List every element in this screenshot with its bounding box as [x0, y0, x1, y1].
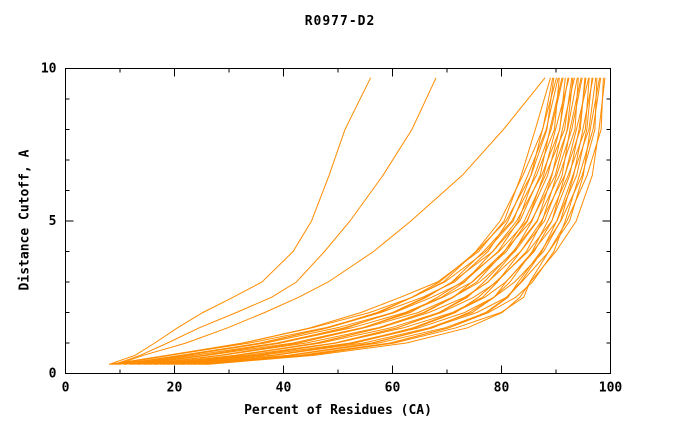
model-curve [160, 77, 579, 365]
x-tick-label: 100 [599, 381, 623, 396]
model-curve [114, 77, 437, 365]
x-tick-label: 60 [385, 381, 401, 396]
x-tick-label: 20 [167, 381, 183, 396]
model-curve [108, 77, 372, 365]
y-tick-label: 0 [49, 367, 57, 382]
model-curve [109, 77, 551, 365]
y-tick-label: 10 [41, 62, 57, 77]
model-curve [146, 77, 573, 365]
model-curve [207, 77, 606, 365]
model-curve [139, 77, 569, 365]
model-curve [143, 77, 570, 365]
x-tick-label: 80 [494, 381, 510, 396]
model-curve [115, 77, 555, 365]
x-axis-label: Percent of Residues (CA) [244, 403, 432, 418]
model-curve [190, 77, 597, 365]
model-curve [183, 77, 593, 365]
model-curve [204, 77, 604, 365]
model-curve [180, 77, 590, 365]
model-curve [149, 77, 574, 365]
x-tick-label: 40 [276, 381, 292, 396]
model-curve [136, 77, 566, 365]
model-curve [125, 77, 560, 365]
model-curve [117, 77, 546, 365]
model-curve [170, 77, 586, 365]
model-curve [129, 77, 563, 365]
x-tick-label: 0 [62, 381, 70, 396]
y-tick-label: 5 [49, 214, 57, 229]
chart-title: R0977-D2 [304, 14, 376, 29]
